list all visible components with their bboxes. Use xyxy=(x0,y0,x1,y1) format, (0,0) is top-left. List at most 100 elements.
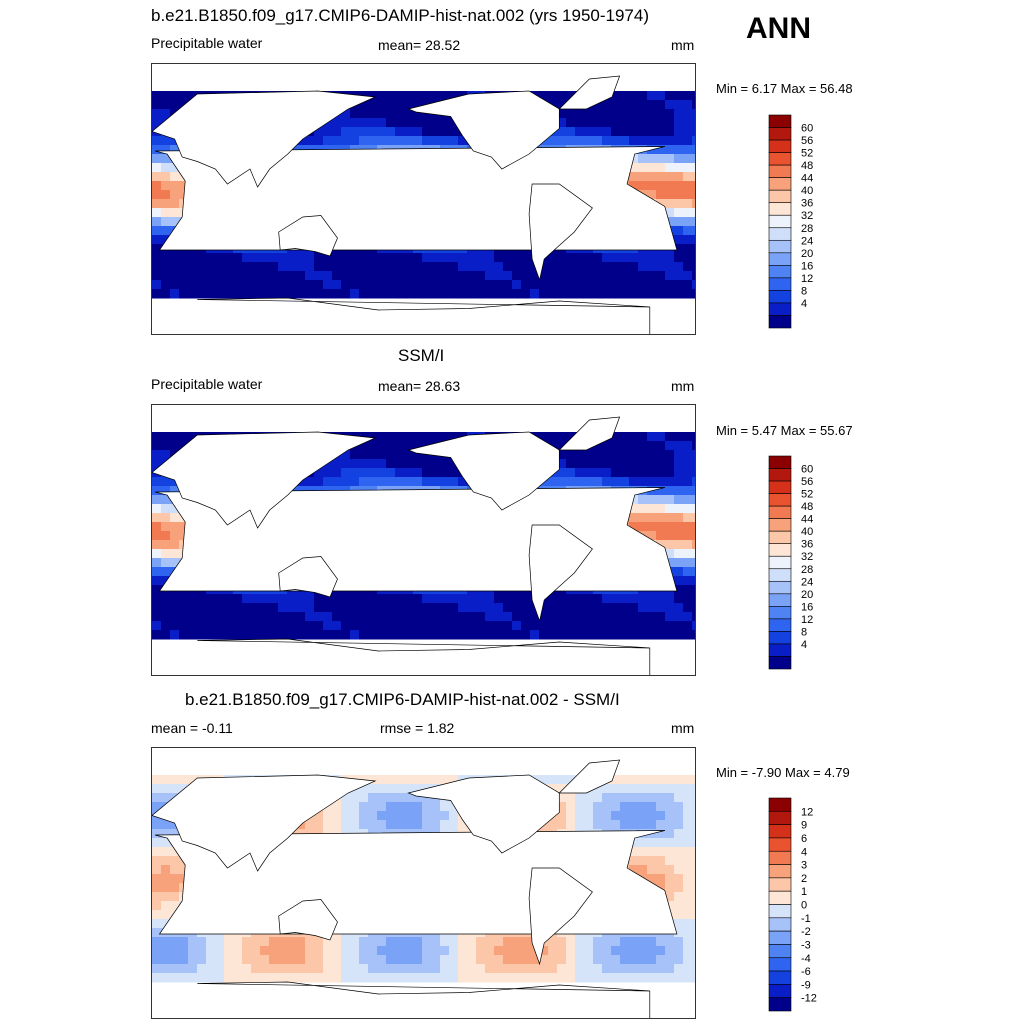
field-cell xyxy=(692,226,695,236)
field-cell xyxy=(422,612,432,622)
field-cell xyxy=(674,217,684,227)
field-cell xyxy=(188,280,198,290)
field-cell xyxy=(404,127,414,137)
field-cell xyxy=(422,91,432,101)
field-cell xyxy=(260,937,270,947)
field-cell xyxy=(548,477,558,487)
field-cell xyxy=(170,217,180,227)
field-cell xyxy=(683,531,693,541)
field-cell xyxy=(674,928,684,938)
field-cell xyxy=(359,964,369,974)
field-cell xyxy=(386,937,396,947)
continent-outline xyxy=(278,215,338,257)
field-cell xyxy=(557,441,567,451)
field-cell xyxy=(548,594,558,604)
field-cell xyxy=(440,973,450,983)
field-cell xyxy=(332,630,342,640)
field-cell xyxy=(593,262,603,272)
field-cell xyxy=(647,172,657,182)
field-cell xyxy=(404,946,414,956)
field-cell xyxy=(179,964,189,974)
field-cell xyxy=(611,468,621,478)
field-cell xyxy=(638,937,648,947)
field-cell xyxy=(161,441,171,451)
field-cell xyxy=(620,468,630,478)
field-cell xyxy=(683,919,693,929)
field-cell xyxy=(179,621,189,631)
field-cell xyxy=(629,136,639,146)
field-cell xyxy=(260,955,270,965)
field-cell xyxy=(503,955,513,965)
continent-outline xyxy=(197,297,651,334)
field-cell xyxy=(611,459,621,469)
field-cell xyxy=(674,513,684,523)
field-cell xyxy=(359,127,369,137)
field-cell xyxy=(674,145,684,155)
field-cell xyxy=(620,937,630,947)
field-cell xyxy=(161,630,171,640)
field-cell xyxy=(152,802,162,812)
field-cell xyxy=(341,820,351,830)
field-cell xyxy=(665,172,675,182)
field-cell xyxy=(359,937,369,947)
colorbar-swatch xyxy=(768,997,792,1012)
field-cell xyxy=(629,181,639,191)
field-cell xyxy=(341,973,351,983)
field-cell xyxy=(260,973,270,983)
field-cell xyxy=(467,964,477,974)
field-cell xyxy=(170,289,180,299)
field-cell xyxy=(440,280,450,290)
field-cell xyxy=(674,136,684,146)
field-cell xyxy=(656,450,666,460)
field-cell xyxy=(683,199,693,209)
field-cell xyxy=(629,504,639,514)
field-cell xyxy=(557,253,567,263)
field-cell xyxy=(692,217,695,227)
field-cell xyxy=(584,109,594,119)
field-cell xyxy=(521,937,531,947)
field-cell xyxy=(638,793,648,803)
field-cell xyxy=(458,973,468,983)
field-cell xyxy=(206,946,216,956)
field-cell xyxy=(422,621,432,631)
field-cell xyxy=(395,450,405,460)
colorbar-swatch xyxy=(768,468,792,482)
field-cell xyxy=(395,289,405,299)
field-cell xyxy=(314,594,324,604)
field-cell xyxy=(395,937,405,947)
field-cell xyxy=(656,874,666,884)
field-cell xyxy=(683,513,693,523)
field-cell xyxy=(368,280,378,290)
field-cell xyxy=(395,603,405,613)
field-cell xyxy=(485,612,495,622)
field-cell xyxy=(620,973,630,983)
field-cell xyxy=(404,784,414,794)
field-cell xyxy=(593,820,603,830)
field-cell xyxy=(341,253,351,263)
field-cell xyxy=(188,594,198,604)
field-cell xyxy=(404,253,414,263)
field-cell xyxy=(647,477,657,487)
panel-obs-map-svg xyxy=(152,416,695,675)
field-cell xyxy=(413,441,423,451)
field-cell xyxy=(584,280,594,290)
field-cell xyxy=(485,289,495,299)
field-cell xyxy=(215,964,225,974)
field-cell xyxy=(665,513,675,523)
field-cell xyxy=(674,630,684,640)
field-cell xyxy=(602,441,612,451)
field-cell xyxy=(692,964,695,974)
field-cell xyxy=(665,262,675,272)
field-cell xyxy=(665,432,675,442)
field-cell xyxy=(161,549,171,559)
field-cell xyxy=(350,289,360,299)
field-cell xyxy=(305,603,315,613)
field-cell xyxy=(404,459,414,469)
field-cell xyxy=(314,603,324,613)
field-cell xyxy=(602,955,612,965)
field-cell xyxy=(665,181,675,191)
field-cell xyxy=(503,946,513,956)
field-cell xyxy=(350,630,360,640)
field-cell xyxy=(386,603,396,613)
field-cell xyxy=(323,973,333,983)
